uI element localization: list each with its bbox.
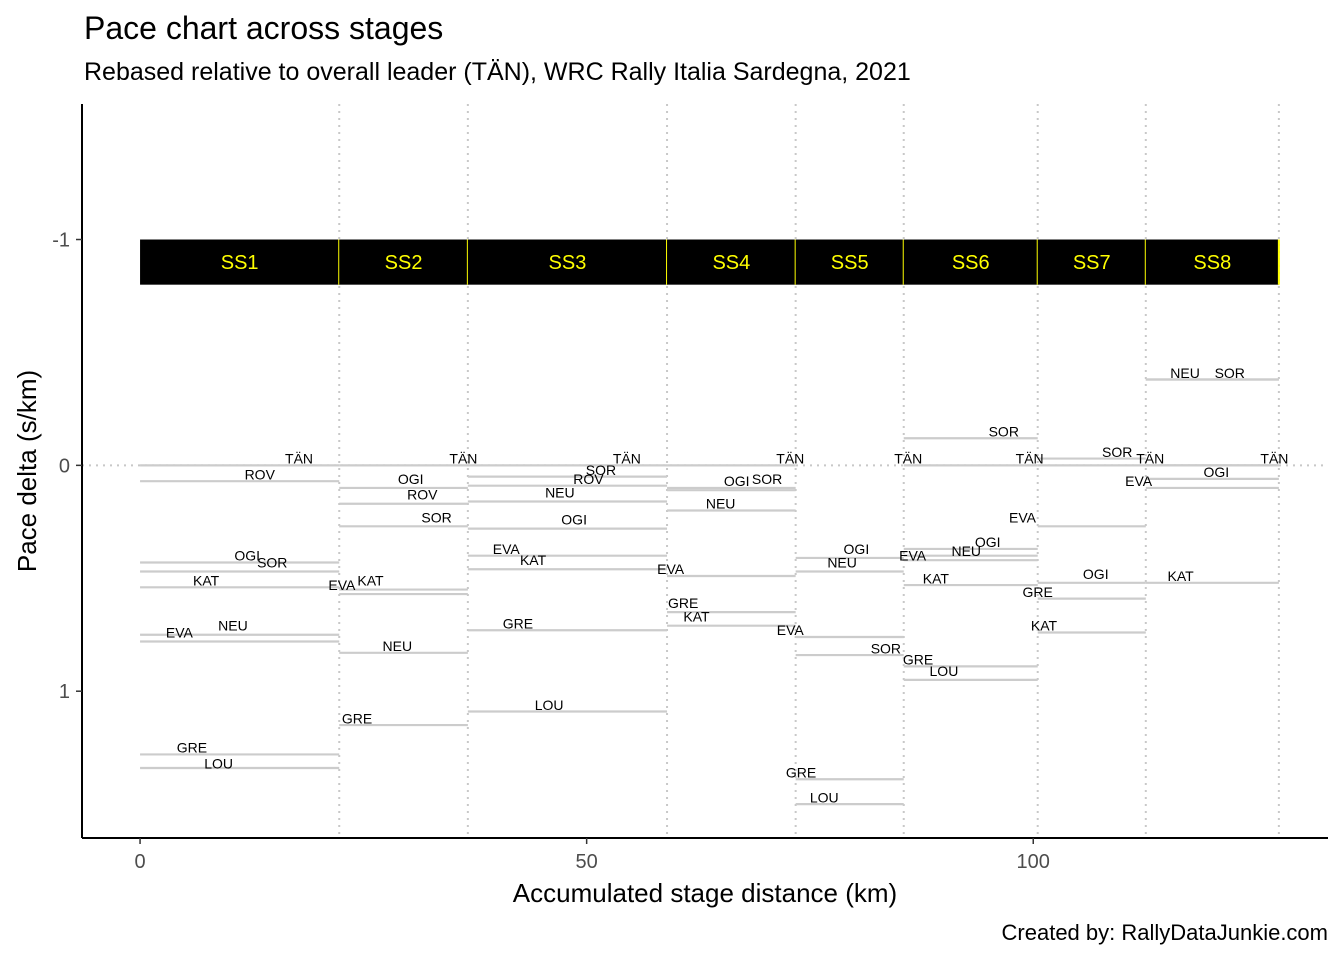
driver-label-eva: EVA (166, 624, 194, 640)
driver-label-eva: EVA (328, 577, 356, 593)
driver-label-gre: GRE (1023, 584, 1053, 600)
stage-label-ss4: SS4 (712, 252, 750, 274)
driver-label-ogi: OGI (561, 512, 587, 528)
driver-label-kat: KAT (683, 609, 710, 625)
stage-label-ss2: SS2 (385, 252, 423, 274)
driver-label-kat: KAT (923, 570, 950, 586)
driver-label-tän: TÄN (613, 451, 641, 467)
driver-label-eva: EVA (1009, 509, 1037, 525)
driver-label-lou: LOU (535, 697, 564, 713)
stage-label-ss5: SS5 (831, 252, 869, 274)
stage-band-ss8 (1145, 239, 1279, 285)
driver-label-ogi: OGI (724, 473, 750, 489)
driver-label-gre: GRE (668, 595, 698, 611)
driver-label-kat: KAT (1031, 618, 1058, 634)
chart-subtitle: Rebased relative to overall leader (TÄN)… (84, 58, 911, 86)
driver-label-neu: NEU (951, 543, 981, 559)
driver-label-gre: GRE (177, 740, 207, 756)
driver-label-neu: NEU (545, 484, 575, 500)
driver-label-neu: NEU (1170, 365, 1200, 381)
driver-label-eva: EVA (899, 548, 927, 564)
driver-label-sor: SOR (871, 640, 901, 656)
y-tick-label: -1 (52, 230, 70, 252)
stage-label-ss7: SS7 (1073, 252, 1111, 274)
driver-label-kat: KAT (1168, 568, 1195, 584)
stage-label-ss8: SS8 (1193, 252, 1231, 274)
driver-label-eva: EVA (657, 561, 685, 577)
stage-band-ss2 (339, 239, 468, 285)
chart-caption: Created by: RallyDataJunkie.com (1001, 920, 1328, 945)
driver-label-tän: TÄN (285, 451, 313, 467)
driver-label-lou: LOU (204, 755, 233, 771)
driver-label-sor: SOR (421, 509, 451, 525)
driver-label-eva: EVA (777, 622, 805, 638)
driver-label-neu: NEU (827, 554, 857, 570)
driver-label-ogi: OGI (975, 534, 1001, 550)
driver-label-sor: SOR (989, 423, 1019, 439)
driver-label-gre: GRE (503, 615, 533, 631)
x-tick-label: 100 (1017, 851, 1050, 873)
driver-label-gre: GRE (342, 710, 372, 726)
driver-label-neu: NEU (218, 618, 248, 634)
driver-label-ogi: OGI (1204, 464, 1230, 480)
driver-label-gre: GRE (786, 765, 816, 781)
driver-label-sor: SOR (1102, 444, 1132, 460)
stage-band-ss3 (467, 239, 668, 285)
y-axis-title: Pace delta (s/km) (12, 370, 42, 572)
y-tick-label: 0 (59, 455, 70, 477)
y-tick-label: 1 (59, 681, 70, 703)
driver-label-ogi: OGI (1083, 566, 1109, 582)
stage-label-ss6: SS6 (952, 252, 990, 274)
stage-band-ss1 (140, 239, 340, 285)
x-tick-label: 0 (134, 851, 145, 873)
stage-band-ss4 (667, 239, 796, 285)
driver-label-kat: KAT (357, 573, 384, 589)
driver-label-eva: EVA (493, 541, 521, 557)
driver-label-lou: LOU (930, 663, 959, 679)
driver-label-sor: SOR (752, 471, 782, 487)
driver-label-tän: TÄN (1136, 451, 1164, 467)
driver-label-ogi: OGI (844, 541, 870, 557)
driver-label-tän: TÄN (1260, 451, 1288, 467)
driver-label-sor: SOR (1215, 365, 1245, 381)
stage-label-ss1: SS1 (221, 252, 259, 274)
x-tick-label: 50 (576, 851, 598, 873)
driver-label-sor: SOR (257, 554, 287, 570)
driver-label-kat: KAT (520, 552, 547, 568)
x-axis-title: Accumulated stage distance (km) (513, 878, 897, 908)
driver-label-tän: TÄN (449, 451, 477, 467)
driver-label-neu: NEU (383, 638, 413, 654)
driver-label-tän: TÄN (776, 451, 804, 467)
driver-label-rov: ROV (573, 471, 604, 487)
driver-label-rov: ROV (245, 466, 276, 482)
stage-band-ss7 (1037, 239, 1146, 285)
driver-label-neu: NEU (706, 496, 736, 512)
driver-label-eva: EVA (1125, 473, 1153, 489)
driver-label-sor: SOR (586, 462, 616, 478)
stage-band-ss6 (903, 239, 1038, 285)
chart-title: Pace chart across stages (84, 10, 444, 46)
driver-label-ogi: OGI (398, 471, 424, 487)
driver-label-ogi: OGI (234, 548, 260, 564)
driver-label-gre: GRE (903, 652, 933, 668)
driver-label-tän: TÄN (894, 451, 922, 467)
driver-label-lou: LOU (810, 789, 839, 805)
driver-label-tän: TÄN (1016, 451, 1044, 467)
stage-band-ss5 (795, 239, 904, 285)
driver-label-rov: ROV (407, 487, 438, 503)
driver-label-kat: KAT (193, 573, 220, 589)
stage-label-ss3: SS3 (549, 252, 587, 274)
